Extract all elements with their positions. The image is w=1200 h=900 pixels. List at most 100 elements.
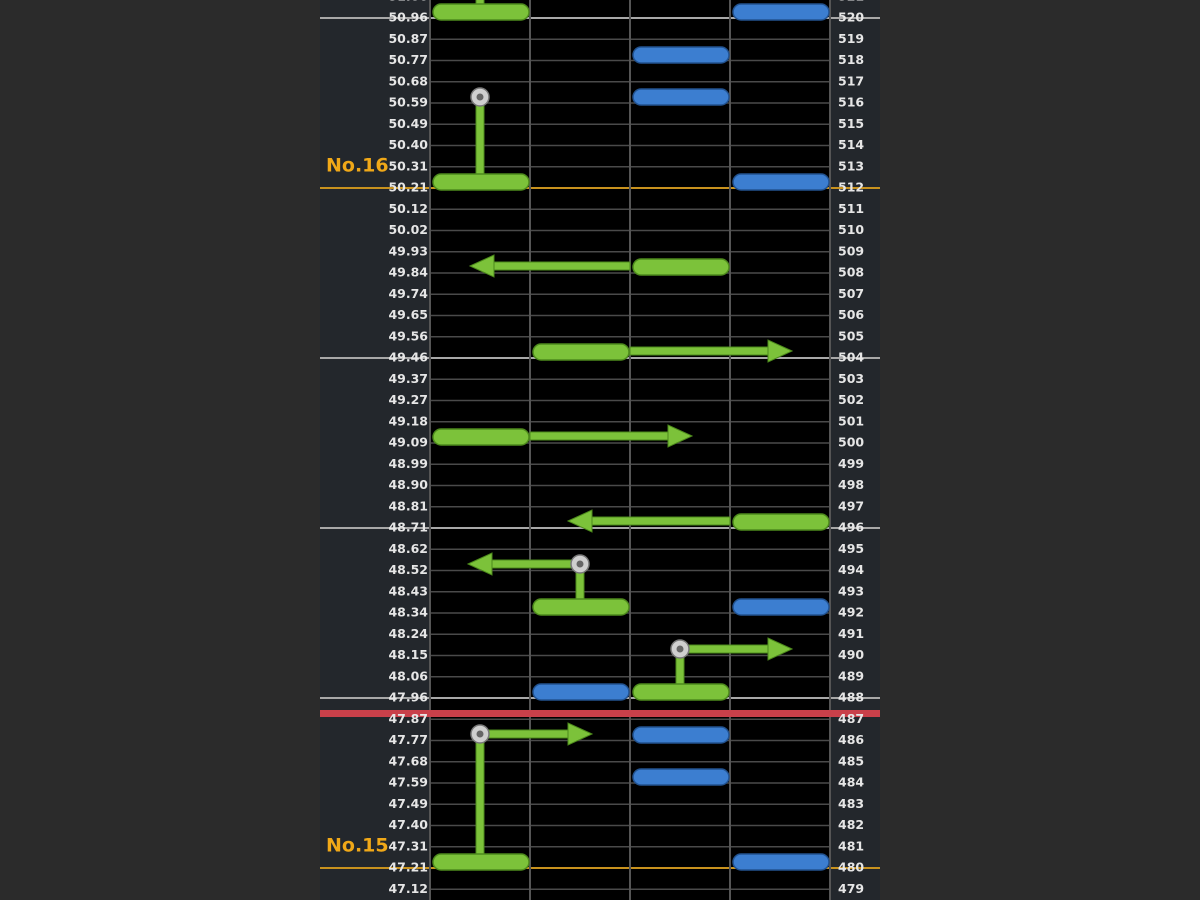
time-label: 47.40: [388, 817, 428, 832]
row-label: 498: [838, 477, 864, 492]
playhead[interactable]: [320, 710, 880, 717]
row-label: 500: [838, 435, 864, 450]
time-label: 49.18: [388, 413, 428, 428]
time-label: 50.77: [388, 52, 428, 67]
slide-bar: [489, 559, 581, 569]
hold-note: [632, 258, 730, 276]
time-label: 49.09: [388, 435, 428, 450]
slide-bar: [679, 644, 771, 654]
row-label: 481: [838, 838, 864, 853]
row-label: 512: [838, 180, 864, 195]
tap-note: [632, 726, 730, 744]
tap-note: [632, 768, 730, 786]
row-label: 488: [838, 690, 864, 705]
row-label: 480: [838, 860, 864, 875]
row-label: 514: [838, 137, 864, 152]
time-label: 48.06: [388, 668, 428, 683]
row-label: 493: [838, 583, 864, 598]
row-label: 501: [838, 413, 864, 428]
time-label: 48.52: [388, 562, 428, 577]
time-label: 47.68: [388, 753, 428, 768]
row-label: 496: [838, 520, 864, 535]
row-label: 510: [838, 222, 864, 237]
hold-stem: [475, 96, 485, 183]
slide-knob-core: [476, 93, 484, 101]
time-label: 50.68: [388, 73, 428, 88]
row-label: 503: [838, 371, 864, 386]
slide-arrow: [767, 339, 794, 363]
time-label: 48.24: [388, 626, 428, 641]
section-label: No.15: [326, 835, 389, 857]
row-label: 508: [838, 265, 864, 280]
tap-note: [732, 853, 830, 871]
slide-bar: [529, 431, 671, 441]
row-label: 521: [838, 0, 864, 3]
row-label: 482: [838, 817, 864, 832]
time-column: [320, 0, 430, 900]
row-label: 487: [838, 711, 864, 726]
slide-arrow: [567, 722, 594, 746]
row-label: 495: [838, 541, 864, 556]
hold-note: [732, 513, 830, 531]
time-label: 47.77: [388, 732, 428, 747]
row-label: 492: [838, 605, 864, 620]
time-label: 51.06: [388, 0, 428, 3]
slide-bar: [479, 729, 571, 739]
hold-note: [432, 3, 530, 21]
section-label: No.16: [326, 155, 389, 177]
row-label: 520: [838, 10, 864, 25]
row-label: 513: [838, 158, 864, 173]
time-label: 49.65: [388, 307, 428, 322]
row-label: 491: [838, 626, 864, 641]
time-label: 47.59: [388, 775, 428, 790]
time-label: 48.15: [388, 647, 428, 662]
time-label: 49.46: [388, 350, 428, 365]
row-label: 490: [838, 647, 864, 662]
tap-note: [732, 3, 830, 21]
row-label: 479: [838, 881, 864, 896]
time-label: 48.43: [388, 583, 428, 598]
time-label: 49.56: [388, 328, 428, 343]
row-label: 516: [838, 95, 864, 110]
row-label: 483: [838, 796, 864, 811]
row-label: 517: [838, 73, 864, 88]
slide-knob-core: [676, 645, 684, 653]
labels: 47.12 479 47.21 480 47.31 481 47.40 482 47.49 483…: [388, 0, 864, 896]
row-label: 494: [838, 562, 864, 577]
time-label: 50.59: [388, 95, 428, 110]
row-label: 504: [838, 350, 864, 365]
time-label: 49.84: [388, 265, 428, 280]
slide-bar: [589, 516, 731, 526]
time-label: 50.12: [388, 201, 428, 216]
time-label: 48.71: [388, 520, 428, 535]
hold-note: [632, 683, 730, 701]
time-label: 50.96: [388, 10, 428, 25]
time-label: 48.62: [388, 541, 428, 556]
row-label: 511: [838, 201, 864, 216]
hold-note: [532, 598, 630, 616]
row-label: 506: [838, 307, 864, 322]
time-label: 48.99: [388, 456, 428, 471]
time-label: 49.27: [388, 392, 428, 407]
time-label: 48.90: [388, 477, 428, 492]
hold-note: [432, 428, 530, 446]
hold-stem: [475, 733, 485, 863]
row-label: 502: [838, 392, 864, 407]
slide-knob-core: [576, 560, 584, 568]
slide-knob-core: [476, 730, 484, 738]
row-label: 519: [838, 31, 864, 46]
slide-arrow: [767, 637, 794, 661]
row-label: 518: [838, 52, 864, 67]
hold-note: [532, 343, 630, 361]
time-label: 48.81: [388, 498, 428, 513]
row-label: 486: [838, 732, 864, 747]
time-label: 50.87: [388, 31, 428, 46]
time-label: 50.31: [388, 158, 428, 173]
row-label: 499: [838, 456, 864, 471]
time-label: 50.21: [388, 180, 428, 195]
time-label: 49.74: [388, 286, 428, 301]
time-label: 49.93: [388, 243, 428, 258]
time-label: 50.02: [388, 222, 428, 237]
tap-note: [532, 683, 630, 701]
